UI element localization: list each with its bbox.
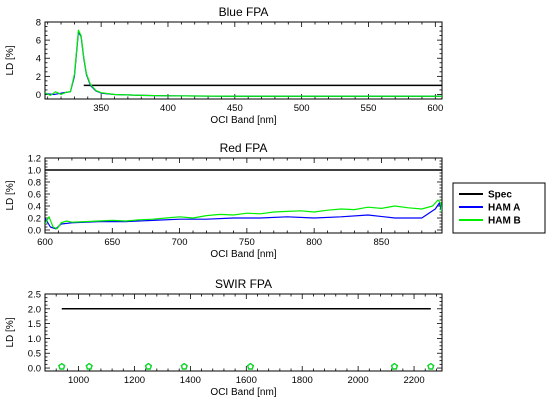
y-tick-label: 1.5 — [28, 319, 41, 330]
y-tick-label: 2 — [36, 72, 41, 83]
plot-area — [45, 169, 442, 230]
y-tick-label: 0.2 — [28, 214, 41, 225]
x-tick-label: 700 — [172, 237, 188, 248]
ham-b-point — [144, 362, 153, 370]
panel-title: SWIR FPA — [215, 277, 272, 291]
y-tick-label: 0.0 — [28, 226, 41, 237]
legend: Spec HAM A HAM B — [452, 182, 546, 234]
x-tick-label: 450 — [227, 103, 243, 114]
ham-b-point — [390, 362, 399, 370]
y-tick-label: 0.5 — [28, 349, 41, 360]
ham-a-line — [45, 202, 442, 230]
panel-3: SWIR FPA 1000 1200 1400 1600 1800 2000 2200 0.0 0… — [5, 277, 443, 398]
x-axis-label: OCI Band [nm] — [210, 115, 276, 126]
y-tick-label: 8 — [36, 18, 41, 29]
panel-1: Blue FPA 350 400 450 500 550 600 0 2 4 6 8 OCI Band … — [5, 5, 443, 126]
panel-title: Red FPA — [220, 141, 268, 155]
ham-b-line — [45, 199, 442, 230]
x-axis-label: OCI Band [nm] — [210, 387, 276, 398]
ham-b-point — [58, 362, 66, 370]
ham-b-line — [45, 29, 442, 97]
plot-frame — [44, 293, 443, 372]
y-tick-label: 2.0 — [28, 304, 41, 315]
y-tick-label: 4 — [36, 54, 41, 65]
panel-title: Blue FPA — [219, 5, 269, 19]
legend-label: HAM B — [488, 216, 521, 227]
y-tick-label: 1.2 — [28, 154, 41, 165]
x-tick-label: 600 — [37, 237, 53, 248]
plot-area — [58, 308, 435, 370]
plot-frame — [44, 157, 443, 234]
x-tick-label: 2200 — [403, 375, 424, 386]
y-tick-label: 0.4 — [28, 202, 41, 213]
ham-b-point — [246, 362, 255, 370]
legend-label: Spec — [488, 190, 512, 201]
y-tick-label: 0.6 — [28, 190, 41, 201]
ham-a-line — [45, 31, 442, 97]
x-tick-label: 350 — [93, 103, 109, 114]
x-tick-label: 800 — [306, 237, 322, 248]
x-tick-label: 2000 — [348, 375, 369, 386]
plot-frame — [44, 21, 443, 100]
y-axis-label: LD [%] — [5, 317, 16, 347]
x-tick-label: 1200 — [124, 375, 145, 386]
y-tick-label: 2.5 — [28, 290, 41, 301]
plot-area — [45, 29, 442, 97]
y-tick-label: 1.0 — [28, 166, 41, 177]
panel-2: Red FPA 600 650 700 750 800 850 0.00.20.40.60.8… — [5, 141, 443, 260]
y-tick-label: 0 — [36, 90, 41, 101]
y-axis-label: LD [%] — [5, 180, 16, 210]
x-axis-label: OCI Band [nm] — [210, 249, 276, 260]
x-tick-label: 1000 — [68, 375, 89, 386]
y-tick-label: 6 — [36, 36, 41, 47]
x-tick-label: 750 — [239, 237, 255, 248]
ham-b-point — [427, 362, 435, 370]
y-tick-label: 1.0 — [28, 334, 41, 345]
ham-b-point — [180, 362, 188, 370]
x-tick-label: 400 — [160, 103, 176, 114]
x-tick-label: 600 — [427, 103, 443, 114]
x-tick-label: 1400 — [180, 375, 201, 386]
x-tick-label: 1800 — [292, 375, 313, 386]
y-tick-label: 0.8 — [28, 178, 41, 189]
x-tick-label: 1600 — [236, 375, 257, 386]
ham-b-point — [85, 362, 93, 370]
x-tick-label: 500 — [294, 103, 310, 114]
legend-label: HAM A — [488, 203, 520, 214]
y-tick-label: 0.0 — [28, 364, 41, 375]
x-tick-label: 650 — [104, 237, 120, 248]
x-tick-label: 550 — [361, 103, 377, 114]
x-tick-label: 850 — [374, 237, 390, 248]
y-axis-label: LD [%] — [5, 45, 16, 75]
